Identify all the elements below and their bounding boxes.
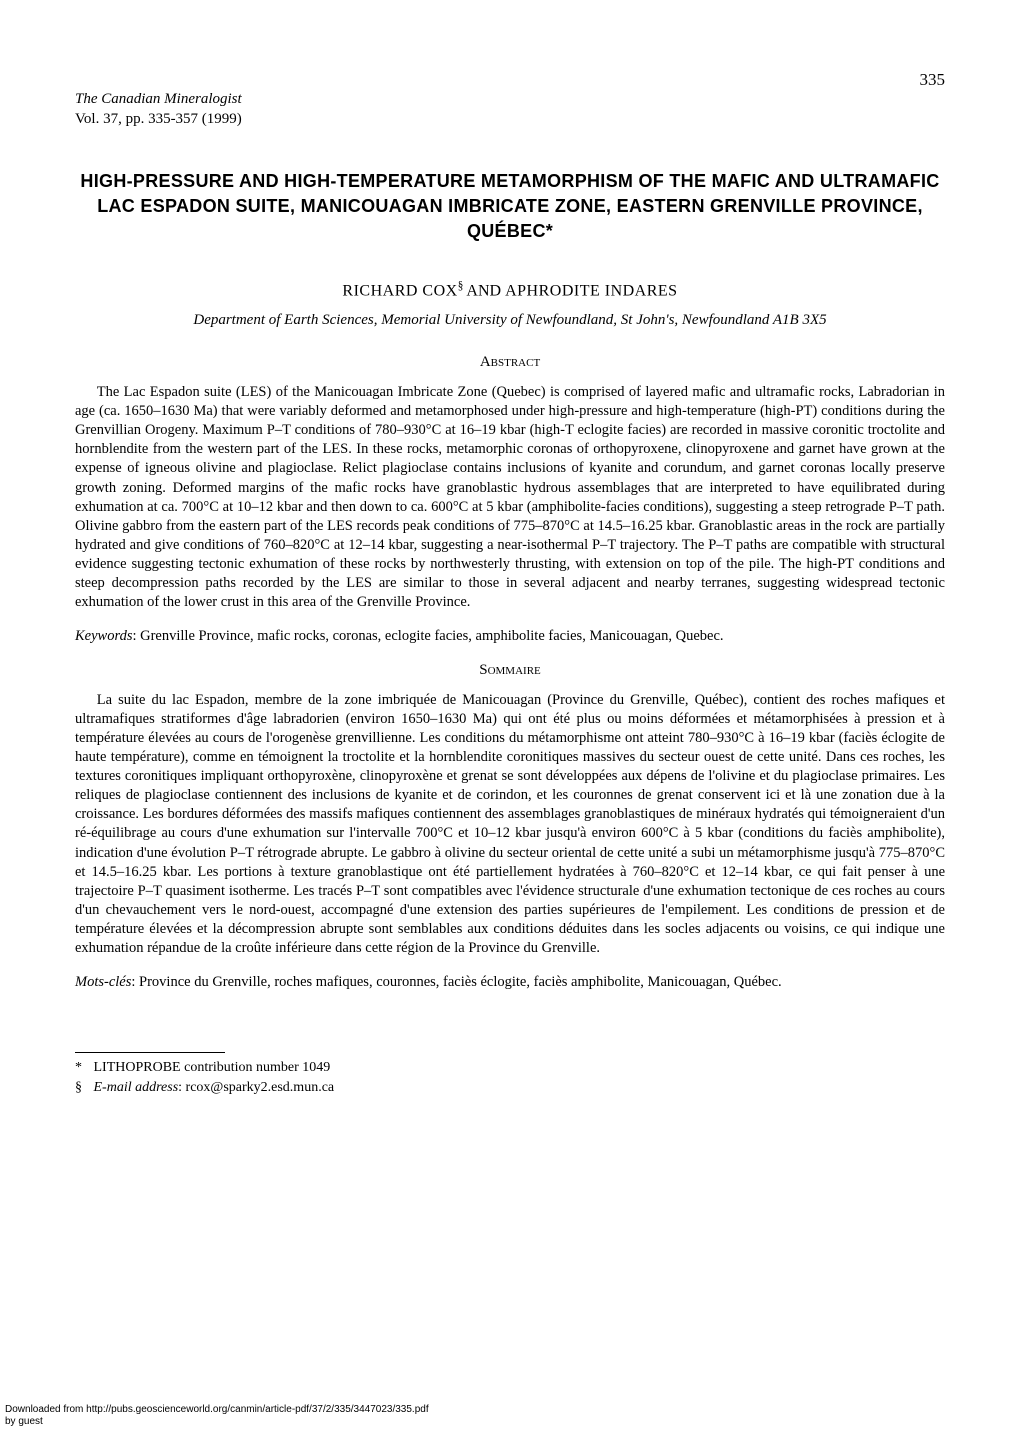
author-2: APHRODITE INDARES <box>505 282 678 299</box>
footnote-2-symbol: § <box>75 1078 90 1098</box>
journal-info: The Canadian Mineralogist Vol. 37, pp. 3… <box>75 90 945 129</box>
footnote-1: * LITHOPROBE contribution number 1049 <box>75 1058 945 1078</box>
page-number: 335 <box>920 70 946 90</box>
sommaire-heading: Sommaire <box>75 662 945 679</box>
footnote-1-symbol: * <box>75 1058 90 1078</box>
download-info: Downloaded from http://pubs.geosciencewo… <box>5 1404 429 1428</box>
author-1: RICHARD COX <box>342 282 457 299</box>
abstract-heading: Abstract <box>75 354 945 371</box>
keywords-label: Keywords <box>75 628 132 644</box>
authors-block: RICHARD COX§ AND APHRODITE INDARES <box>75 280 945 300</box>
motscles-line: Mots-clés: Province du Grenville, roches… <box>75 973 945 992</box>
affiliation: Department of Earth Sciences, Memorial U… <box>75 312 945 329</box>
download-line-2: by guest <box>5 1416 429 1428</box>
footnote-divider <box>75 1052 225 1053</box>
journal-name: The Canadian Mineralogist <box>75 90 945 110</box>
author-connector: AND <box>463 282 505 299</box>
article-title: HIGH-PRESSURE AND HIGH-TEMPERATURE METAM… <box>75 169 945 245</box>
keywords-line: Keywords: Grenville Province, mafic rock… <box>75 627 945 646</box>
footnote-2-label: E-mail address <box>94 1080 179 1095</box>
download-line-1: Downloaded from http://pubs.geosciencewo… <box>5 1404 429 1416</box>
motscles-text: : Province du Grenville, roches mafiques… <box>131 974 781 990</box>
abstract-text: The Lac Espadon suite (LES) of the Manic… <box>75 383 945 613</box>
volume-info: Vol. 37, pp. 335-357 (1999) <box>75 110 945 130</box>
footnote-2: § E-mail address: rcox@sparky2.esd.mun.c… <box>75 1078 945 1098</box>
footnote-1-text: LITHOPROBE contribution number 1049 <box>94 1060 331 1075</box>
sommaire-text: La suite du lac Espadon, membre de la zo… <box>75 691 945 959</box>
keywords-text: : Grenville Province, mafic rocks, coron… <box>132 628 723 644</box>
footnote-2-text: : rcox@sparky2.esd.mun.ca <box>178 1080 334 1095</box>
motscles-label: Mots-clés <box>75 974 131 990</box>
